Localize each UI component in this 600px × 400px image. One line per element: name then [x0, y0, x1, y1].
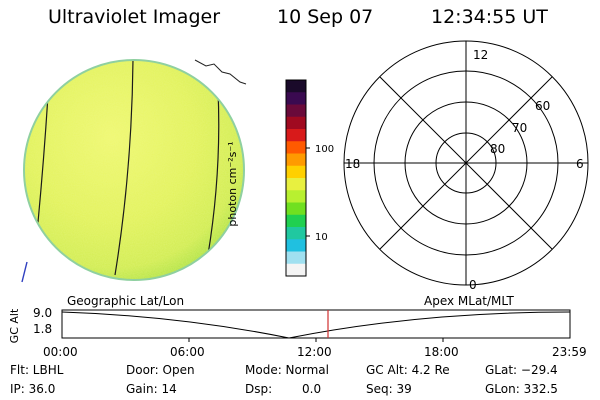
status-dsp-value: 0.0 — [302, 382, 322, 396]
colorbar-segment — [286, 92, 306, 105]
mlt-label-18: 18 — [345, 157, 360, 171]
polar-grid — [343, 40, 589, 286]
status-filter: Flt: LBHL — [10, 363, 64, 377]
timeline-xtick-0600: 06:00 — [170, 345, 205, 359]
timeline-xtick-1800: 18:00 — [424, 345, 459, 359]
status-gc-alt: GC Alt: 4.2 Re — [366, 363, 450, 377]
colorbar-segment — [286, 190, 306, 203]
timeline-xtick-1200: 12:00 — [297, 345, 332, 359]
colorbar-segment — [286, 141, 306, 154]
colorbar-unit-label: photon cm⁻²s⁻¹ — [226, 141, 239, 226]
colorbar-segment — [286, 104, 306, 118]
colorbar-segment — [286, 116, 306, 130]
mlt-label-12: 12 — [473, 48, 488, 62]
status-gain: Gain: 14 — [126, 382, 177, 396]
instrument-title: Ultraviolet Imager — [48, 6, 221, 28]
status-door: Door: Open — [126, 363, 195, 377]
colorbar — [285, 79, 310, 277]
timeline-ylabel: GC Alt — [8, 308, 21, 343]
timeline-xtick-0000: 00:00 — [43, 345, 78, 359]
colorbar-frame — [285, 79, 307, 277]
status-mode: Mode: Normal — [245, 363, 329, 377]
status-glat: GLat: −29.4 — [485, 363, 558, 377]
status-ip: IP: 36.0 — [10, 382, 56, 396]
colorbar-segment — [286, 80, 306, 93]
colorbar-segment — [286, 263, 306, 277]
mlt-label-6: 6 — [576, 157, 584, 171]
timeline-ytick-low: 1.8 — [33, 322, 53, 336]
colorbar-segment — [286, 227, 306, 240]
colorbar-segment — [286, 178, 306, 191]
lat-label-80: 80 — [490, 142, 505, 156]
colorbar-tick-100: 100 — [315, 144, 334, 155]
timeline-xtick-2359: 23:59 — [552, 345, 587, 359]
lat-label-60: 60 — [535, 99, 550, 113]
colorbar-tick-10: 10 — [315, 232, 328, 243]
colorbar-segment — [286, 153, 306, 167]
colorbar-segment — [286, 202, 306, 216]
colorbar-segment — [286, 251, 306, 265]
timeline-right-title: Apex MLat/MLT — [424, 294, 514, 308]
uv-disk-image — [21, 59, 247, 283]
timeline-plot — [61, 309, 571, 342]
status-glon: GLon: 332.5 — [485, 382, 558, 396]
status-seq: Seq: 39 — [366, 382, 412, 396]
colorbar-segment — [286, 214, 306, 228]
colorbar-segment — [286, 165, 306, 179]
lat-label-70: 70 — [512, 121, 527, 135]
mlt-label-0: 0 — [469, 278, 477, 292]
colorbar-segment — [286, 129, 306, 142]
timeline-left-title: Geographic Lat/Lon — [67, 294, 185, 308]
colorbar-segment — [286, 239, 306, 252]
date-label: 10 Sep 07 — [277, 6, 374, 28]
status-dsp: Dsp: — [245, 382, 273, 396]
time-label: 12:34:55 UT — [431, 6, 548, 28]
timeline-ytick-high: 9.0 — [33, 306, 53, 320]
